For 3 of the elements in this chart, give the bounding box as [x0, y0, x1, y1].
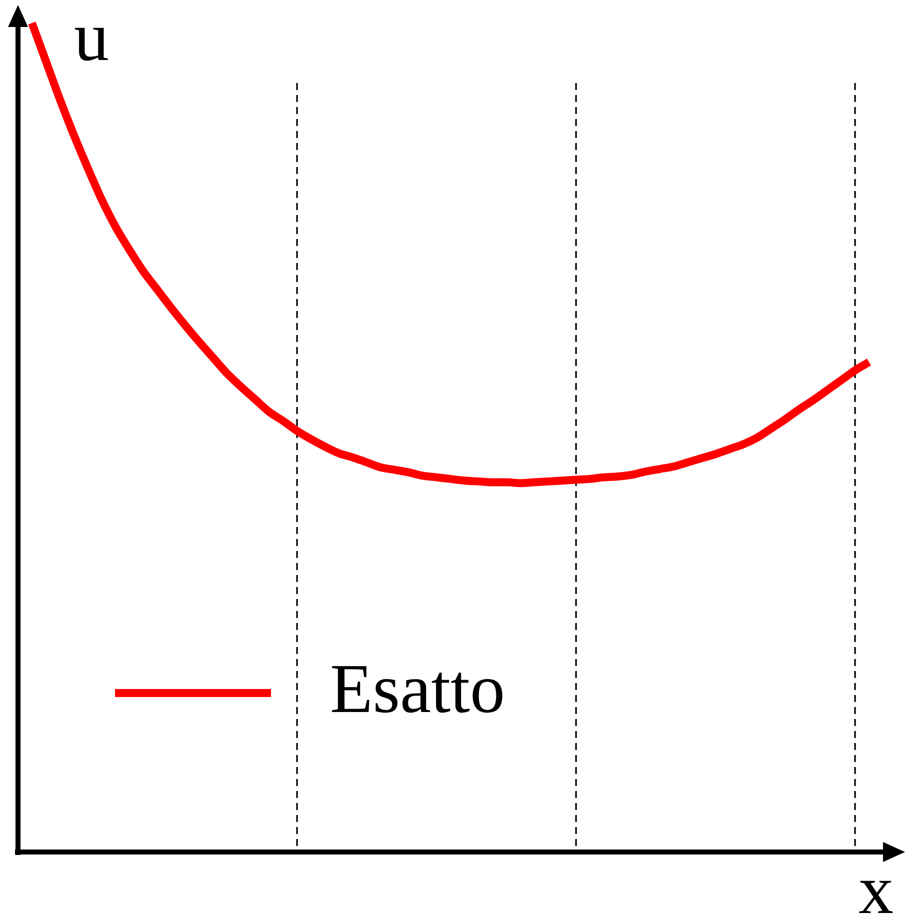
x-axis-title: x: [858, 852, 894, 919]
legend-label: Esatto: [330, 651, 505, 728]
y-axis-title: u: [74, 0, 109, 76]
